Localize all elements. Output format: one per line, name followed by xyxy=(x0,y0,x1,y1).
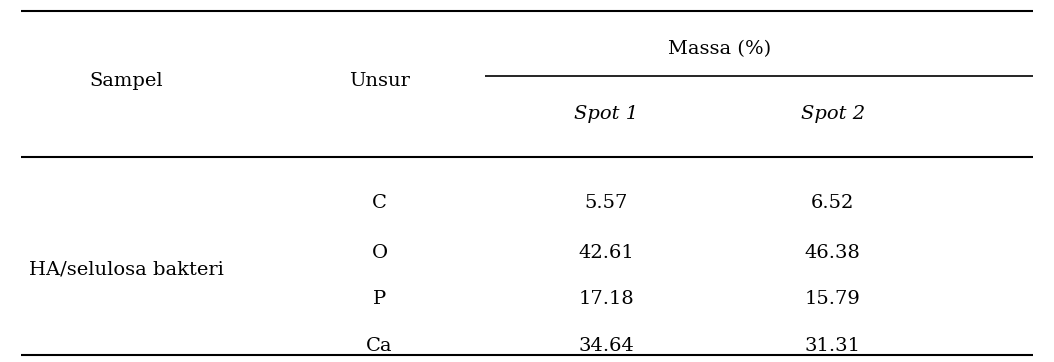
Text: 17.18: 17.18 xyxy=(579,290,633,308)
Text: 15.79: 15.79 xyxy=(804,290,861,308)
Text: 34.64: 34.64 xyxy=(578,337,635,355)
Text: Spot 2: Spot 2 xyxy=(801,105,864,123)
Text: Sampel: Sampel xyxy=(90,72,163,90)
Text: Ca: Ca xyxy=(366,337,393,355)
Text: O: O xyxy=(371,244,388,262)
Text: 31.31: 31.31 xyxy=(804,337,861,355)
Text: P: P xyxy=(373,290,386,308)
Text: 6.52: 6.52 xyxy=(811,194,855,212)
Text: Spot 1: Spot 1 xyxy=(574,105,638,123)
Text: Massa (%): Massa (%) xyxy=(668,40,770,58)
Text: 46.38: 46.38 xyxy=(804,244,861,262)
Text: Unsur: Unsur xyxy=(349,72,410,90)
Text: 5.57: 5.57 xyxy=(584,194,628,212)
Text: C: C xyxy=(372,194,387,212)
Text: 42.61: 42.61 xyxy=(579,244,633,262)
Text: HA/selulosa bakteri: HA/selulosa bakteri xyxy=(30,261,223,279)
